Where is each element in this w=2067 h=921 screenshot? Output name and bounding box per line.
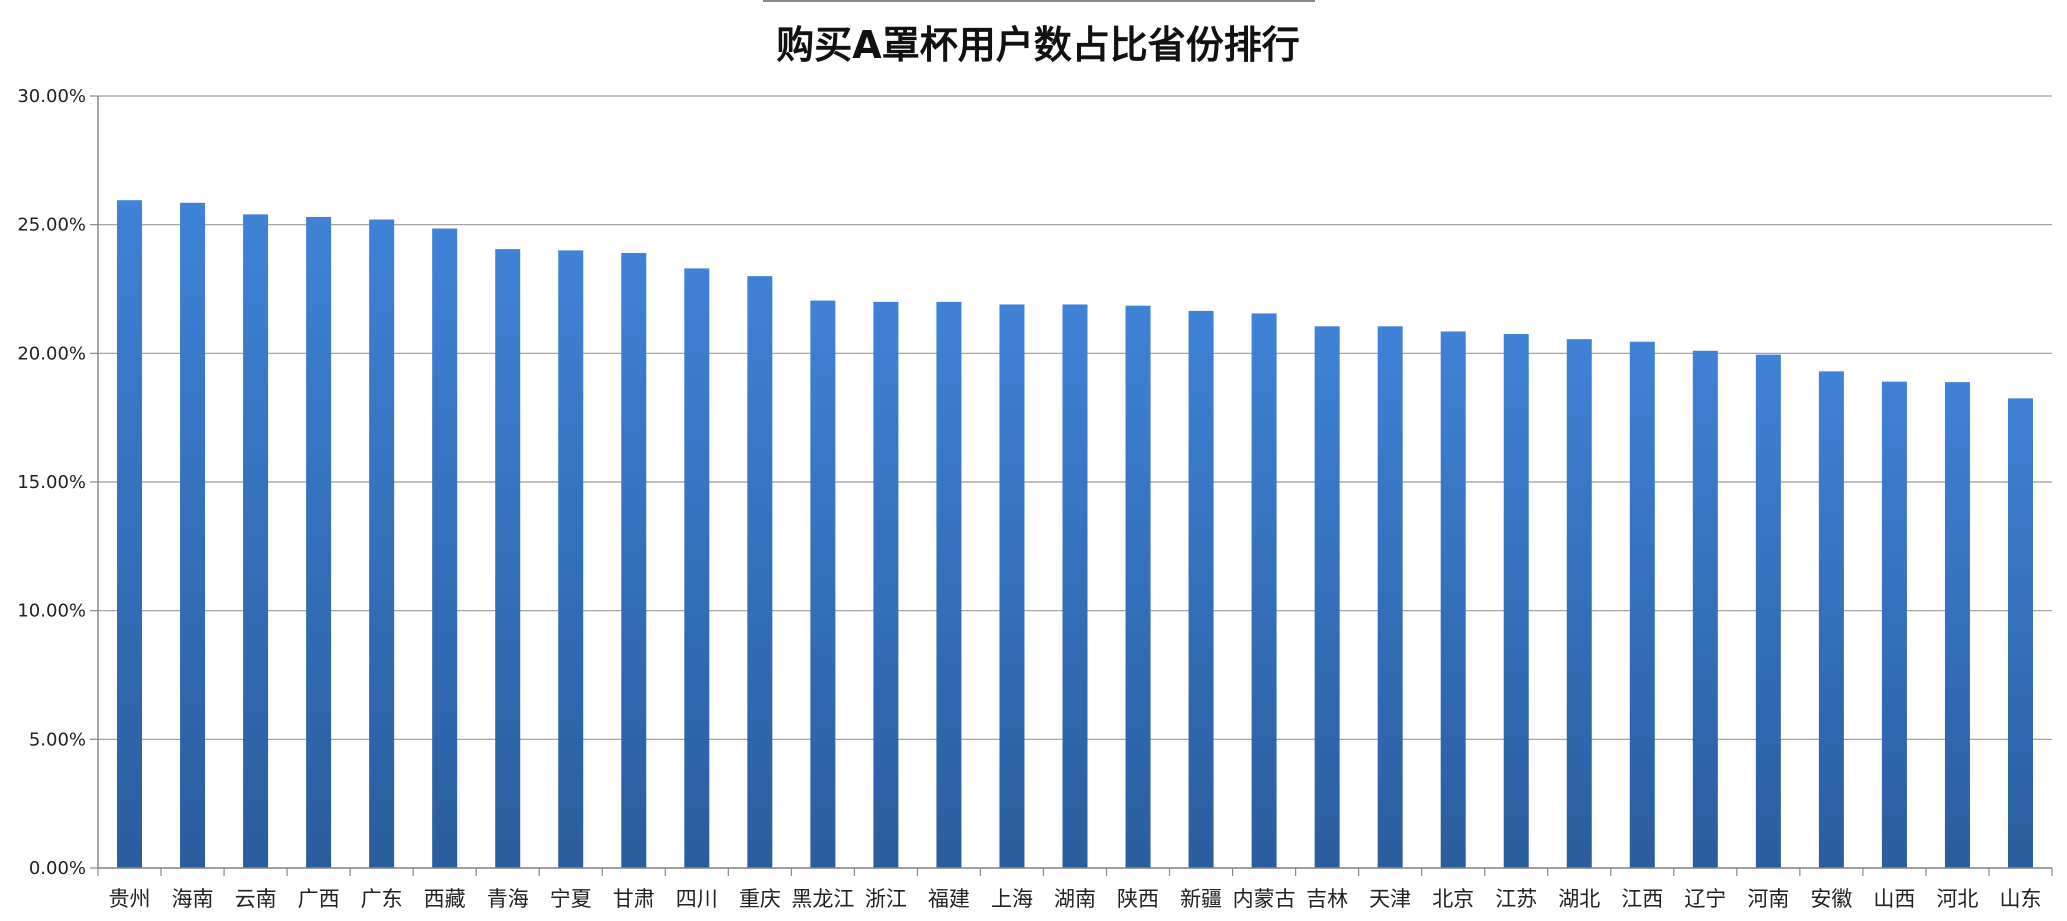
x-tick-label: 广西: [298, 887, 340, 911]
y-tick-label: 0.00%: [29, 858, 86, 879]
x-tick-label: 辽宁: [1684, 887, 1726, 911]
bar-2: [180, 202, 206, 868]
y-axis-ticks: 0.00% 5.00% 10.00% 15.00% 20.00% 25.00% 30.00%: [17, 86, 98, 879]
x-tick-label: 山东: [1999, 887, 2041, 911]
x-tick-label: 陕西: [1117, 887, 1159, 911]
bars: [117, 200, 2033, 869]
x-tick-label: 海南: [172, 887, 214, 911]
bar-12: [810, 300, 836, 869]
x-tick-label: 贵州: [109, 887, 151, 911]
x-tick-label: 湖南: [1054, 887, 1096, 911]
bar-20: [1314, 326, 1340, 868]
bar-19: [1251, 313, 1277, 868]
y-tick-label: 25.00%: [17, 215, 86, 236]
x-tick-label: 天津: [1369, 887, 1411, 911]
bar-15: [999, 304, 1025, 868]
bar-8: [558, 250, 584, 868]
bar-23: [1503, 334, 1529, 868]
x-tick-label: 吉林: [1306, 887, 1348, 911]
bar-22: [1440, 331, 1466, 869]
bar-18: [1188, 310, 1214, 869]
bar-3: [243, 214, 269, 868]
x-tick-label: 福建: [928, 887, 970, 911]
x-tick-label: 北京: [1432, 887, 1474, 911]
bar-1: [117, 200, 143, 869]
bar-26: [1692, 350, 1718, 868]
bar-24: [1566, 339, 1592, 868]
y-tick-label: 30.00%: [17, 86, 86, 107]
x-tick-label: 湖北: [1558, 887, 1600, 911]
x-tick-label: 西藏: [424, 887, 466, 911]
x-tick-label: 甘肃: [613, 887, 655, 911]
y-tick-label: 20.00%: [17, 343, 86, 364]
x-tick-label: 安徽: [1810, 887, 1852, 911]
bar-5: [369, 219, 395, 868]
x-tick-label: 云南: [235, 887, 277, 911]
x-tick-label: 河北: [1936, 887, 1978, 911]
bar-31: [2007, 398, 2033, 868]
x-tick-label: 重庆: [739, 887, 781, 911]
x-tick-label: 新疆: [1180, 887, 1222, 911]
x-tick-label: 江苏: [1495, 887, 1537, 911]
bar-25: [1629, 341, 1655, 869]
bar-14: [936, 301, 962, 868]
x-axis-ticks: 贵州 海南 云南 广西 广东 西藏 青海 宁夏 甘肃 四川 重庆 黑龙江 浙江 福建 上海 湖南 陕西 新疆 内蒙古…: [97, 868, 2053, 911]
bar-29: [1881, 381, 1907, 868]
x-tick-label: 宁夏: [550, 887, 592, 911]
bar-6: [432, 228, 458, 868]
bar-16: [1062, 304, 1088, 868]
y-tick-label: 10.00%: [17, 601, 86, 622]
bar-10: [684, 268, 710, 868]
x-tick-label: 内蒙古: [1233, 887, 1296, 911]
x-tick-label: 黑龙江: [791, 887, 854, 911]
x-tick-label: 四川: [676, 887, 718, 911]
bar-7: [495, 249, 521, 868]
x-tick-label: 山西: [1873, 887, 1915, 911]
x-tick-label: 河南: [1747, 887, 1789, 911]
y-tick-label: 5.00%: [29, 729, 86, 750]
bar-9: [621, 252, 647, 868]
y-tick-label: 15.00%: [17, 472, 86, 493]
chart-title: 购买A罩杯用户数占比省份排行: [776, 23, 1299, 67]
bar-17: [1125, 305, 1151, 868]
x-tick-label: 江西: [1621, 887, 1663, 911]
x-tick-label: 青海: [487, 887, 529, 911]
bar-13: [873, 301, 899, 868]
x-tick-label: 浙江: [865, 887, 907, 911]
bar-21: [1377, 326, 1403, 868]
x-tick-label: 上海: [991, 887, 1033, 911]
bar-28: [1818, 371, 1844, 868]
bar-27: [1755, 354, 1781, 868]
x-tick-label: 广东: [361, 887, 403, 911]
bar-11: [747, 276, 773, 869]
bar-4: [306, 216, 332, 869]
bar-30: [1944, 382, 1970, 868]
